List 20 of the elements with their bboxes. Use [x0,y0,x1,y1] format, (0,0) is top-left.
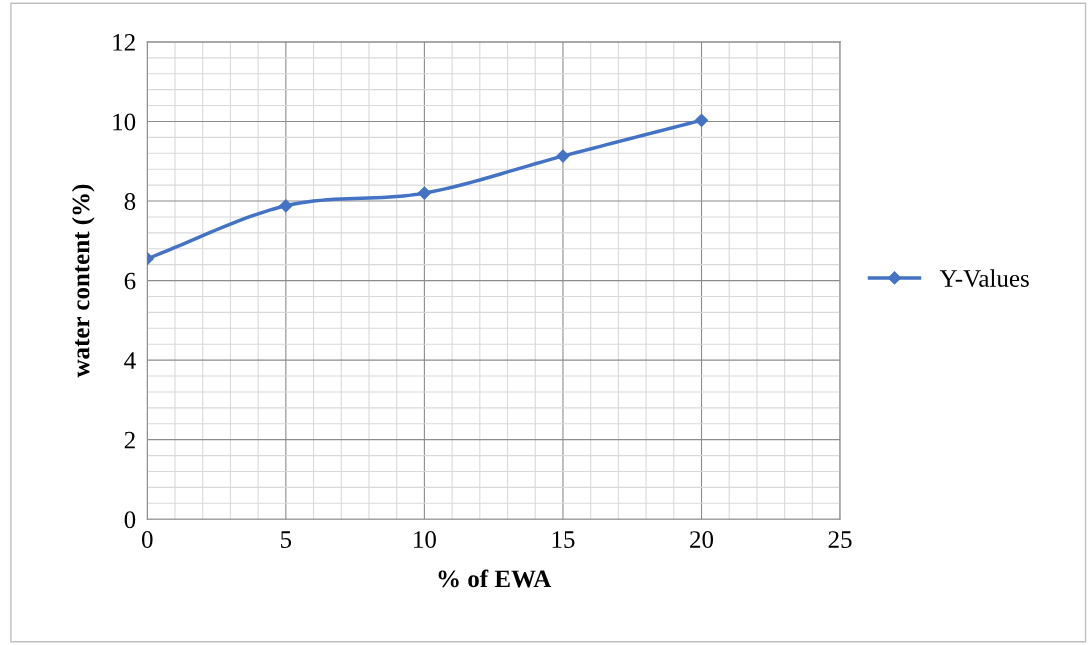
y-tick-label: 4 [124,352,136,369]
x-axis-title: % of EWA [438,569,552,588]
legend-label: Y-Values [939,269,1029,288]
x-tick-label: 20 [690,531,714,548]
x-tick-label: 10 [414,531,436,548]
y-tick-label: 2 [124,431,135,449]
y-tick-label: 8 [124,193,136,210]
point [694,113,709,127]
point [556,149,570,163]
x-tick-label: 5 [281,531,292,548]
y-tick-label: 6 [124,272,136,290]
y-axis-title: water content (%) [71,184,95,378]
x-tick-label: 15 [552,531,575,548]
point [279,199,293,213]
x-tick-label: 0 [141,531,153,548]
y-tick-label: 0 [124,511,136,529]
x-tick-label: 25 [828,531,852,548]
y-tick-label: 12 [113,34,135,51]
y-tick-label: 10 [113,113,136,131]
point [417,186,431,200]
